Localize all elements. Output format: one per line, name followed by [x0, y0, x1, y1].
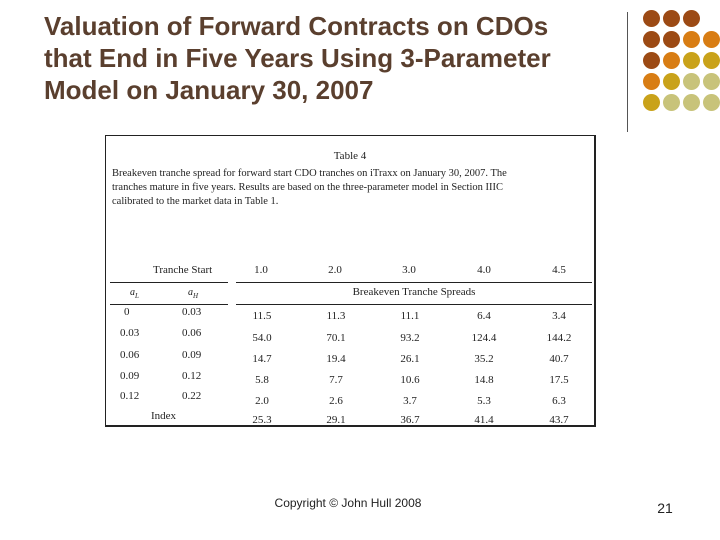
decor-dot — [703, 52, 720, 69]
decor-dot — [663, 73, 680, 90]
header-rule — [110, 304, 228, 305]
page-number: 21 — [657, 500, 673, 516]
spread-cell: 70.1 — [326, 332, 346, 344]
aL-cell: 0.06 — [120, 349, 140, 361]
spreads-header: Breakeven Tranche Spreads — [352, 286, 476, 298]
aH-cell: 0.09 — [182, 349, 202, 361]
aL-cell: 0.12 — [120, 390, 140, 402]
start-year-header: 2.0 — [328, 264, 342, 276]
header-rule — [236, 282, 592, 283]
spread-cell: 93.2 — [400, 332, 420, 344]
table-caption: Breakeven tranche spread for forward sta… — [112, 167, 582, 209]
index-spread-cell: 25.3 — [252, 414, 272, 426]
index-spread-cell: 41.4 — [474, 414, 494, 426]
decor-dot — [683, 94, 700, 111]
spread-cell: 6.3 — [552, 395, 566, 407]
spread-cell: 5.8 — [255, 374, 269, 386]
index-spread-cell: 36.7 — [400, 414, 420, 426]
header-rule — [236, 304, 592, 305]
decor-dot — [703, 31, 720, 48]
spread-cell: 10.6 — [400, 374, 420, 386]
aH-subscript: H — [193, 292, 199, 300]
spread-cell: 11.5 — [252, 310, 272, 322]
spread-cell: 144.2 — [546, 332, 572, 344]
spread-cell: 19.4 — [326, 353, 346, 365]
decor-dot — [663, 52, 680, 69]
caption-line: tranches mature in five years. Results a… — [112, 182, 503, 193]
spread-cell: 26.1 — [400, 353, 420, 365]
decor-dot — [643, 10, 660, 27]
decor-dot — [643, 73, 660, 90]
spread-cell: 3.4 — [552, 310, 566, 322]
aH-cell: 0.12 — [182, 370, 202, 382]
decor-dot — [643, 31, 660, 48]
decor-dot — [663, 94, 680, 111]
spread-cell: 124.4 — [471, 332, 497, 344]
spread-cell: 6.4 — [477, 310, 491, 322]
aL-cell: 0 — [124, 306, 130, 318]
spread-cell: 11.3 — [326, 310, 346, 322]
spread-cell: 14.7 — [252, 353, 272, 365]
aL-cell: 0.03 — [120, 327, 140, 339]
decor-dot — [703, 94, 720, 111]
attachment-point-header: aL — [130, 286, 139, 303]
decor-dot — [683, 31, 700, 48]
spread-cell: 2.0 — [255, 395, 269, 407]
decor-dot — [663, 31, 680, 48]
start-year-header: 4.0 — [477, 264, 491, 276]
aL-cell: 0.09 — [120, 370, 140, 382]
caption-line: Breakeven tranche spread for forward sta… — [112, 168, 507, 179]
detachment-point-header: aH — [188, 286, 198, 303]
spread-cell: 35.2 — [474, 353, 494, 365]
start-year-header: 4.5 — [552, 264, 566, 276]
decor-dot — [663, 10, 680, 27]
header-rule — [110, 282, 228, 283]
aL-symbol: a — [130, 287, 135, 298]
decor-dot — [703, 73, 720, 90]
decor-dot — [683, 73, 700, 90]
aH-symbol: a — [188, 287, 193, 298]
spread-cell: 54.0 — [252, 332, 272, 344]
spread-cell: 14.8 — [474, 374, 494, 386]
start-year-header: 1.0 — [254, 264, 268, 276]
decor-dot — [683, 52, 700, 69]
index-label: Index — [151, 410, 177, 422]
decor-dot — [643, 52, 660, 69]
start-year-header: 3.0 — [402, 264, 416, 276]
title-line-1: Valuation of Forward Contracts on CDOs — [44, 11, 549, 41]
spread-cell: 3.7 — [403, 395, 417, 407]
aH-cell: 0.22 — [182, 390, 202, 402]
spread-cell: 2.6 — [329, 395, 343, 407]
spread-cell: 40.7 — [549, 353, 569, 365]
copyright-footer: Copyright © John Hull 2008 — [274, 496, 422, 510]
decor-dot — [643, 94, 660, 111]
index-spread-cell: 29.1 — [326, 414, 346, 426]
spread-cell: 17.5 — [549, 374, 569, 386]
slide-title: Valuation of Forward Contracts on CDOs t… — [44, 10, 614, 106]
index-spread-cell: 43.7 — [549, 414, 569, 426]
table-caption-title: Table 4 — [333, 150, 367, 162]
title-line-3: Model on January 30, 2007 — [44, 75, 374, 105]
decorative-dot-grid — [0, 0, 720, 140]
spread-cell: 11.1 — [400, 310, 420, 322]
title-line-2: that End in Five Years Using 3-Parameter — [44, 43, 551, 73]
aL-subscript: L — [135, 292, 139, 300]
spread-cell: 5.3 — [477, 395, 491, 407]
aH-cell: 0.03 — [182, 306, 202, 318]
caption-line: calibrated to the market data in Table 1… — [112, 196, 279, 207]
breakeven-spread-table: Table 4 Breakeven tranche spread for for… — [105, 135, 596, 427]
spread-cell: 7.7 — [329, 374, 343, 386]
tranche-start-label: Tranche Start — [153, 264, 213, 276]
title-divider-line — [627, 12, 628, 132]
aH-cell: 0.06 — [182, 327, 202, 339]
decor-dot — [683, 10, 700, 27]
